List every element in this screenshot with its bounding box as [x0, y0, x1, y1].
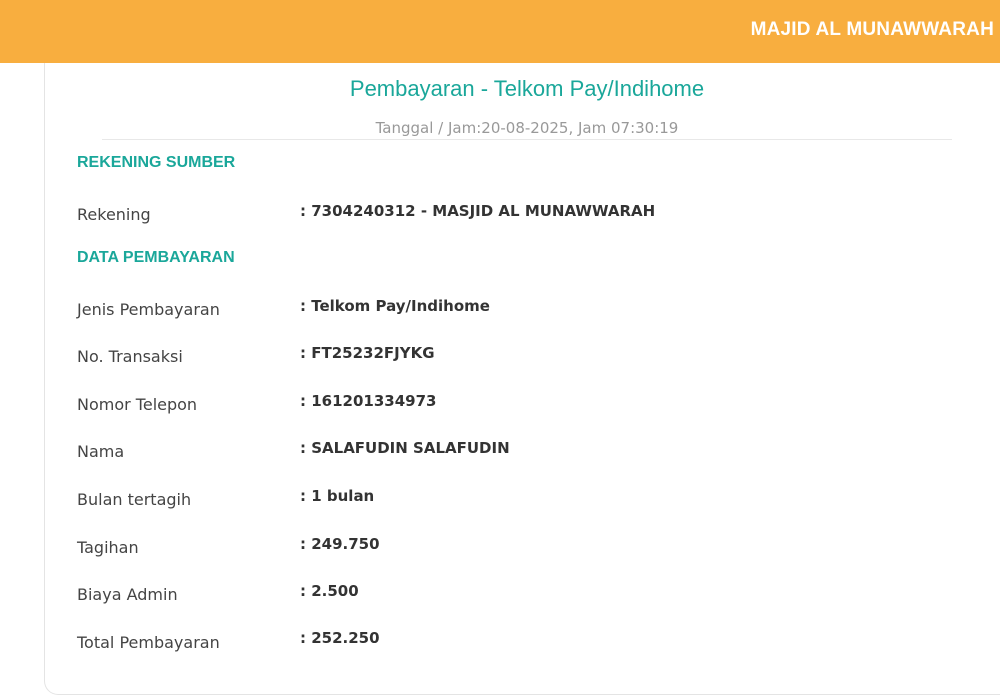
row-label: No. Transaksi	[77, 347, 183, 366]
row-value: : 249.750	[300, 535, 380, 553]
divider	[102, 139, 952, 140]
row-label: Rekening	[77, 205, 151, 224]
page-title: Pembayaran - Telkom Pay/Indihome	[349, 76, 705, 101]
row-value: : 7304240312 - MASJID AL MUNAWWARAH	[300, 202, 656, 220]
transaction-datetime: Tanggal / Jam:20-08-2025, Jam 07:30:19	[375, 119, 679, 137]
row-value: : FT25232FJYKG	[300, 344, 435, 362]
row-label: Nomor Telepon	[77, 395, 198, 414]
row-value: : SALAFUDIN SALAFUDIN	[300, 439, 510, 457]
row-label: Nama	[77, 442, 125, 461]
row-label: Jenis Pembayaran	[77, 300, 220, 319]
row-value: : 161201334973	[300, 392, 437, 410]
row-value: : 1 bulan	[300, 487, 375, 505]
row-value: : 2.500	[300, 582, 359, 600]
row-label: Biaya Admin	[77, 585, 178, 604]
top-header-bar: MAJID AL MUNAWWARAH	[0, 0, 1000, 63]
row-value: : Telkom Pay/Indihome	[300, 297, 490, 315]
section-heading-payment: DATA PEMBAYARAN	[77, 249, 235, 266]
row-label: Tagihan	[77, 538, 139, 557]
row-label: Bulan tertagih	[77, 490, 192, 509]
account-name: MAJID AL MUNAWWARAH	[750, 19, 994, 40]
row-value: : 252.250	[300, 629, 380, 647]
receipt-card	[44, 63, 1000, 695]
section-heading-source: REKENING SUMBER	[77, 154, 236, 171]
row-label: Total Pembayaran	[77, 633, 220, 652]
